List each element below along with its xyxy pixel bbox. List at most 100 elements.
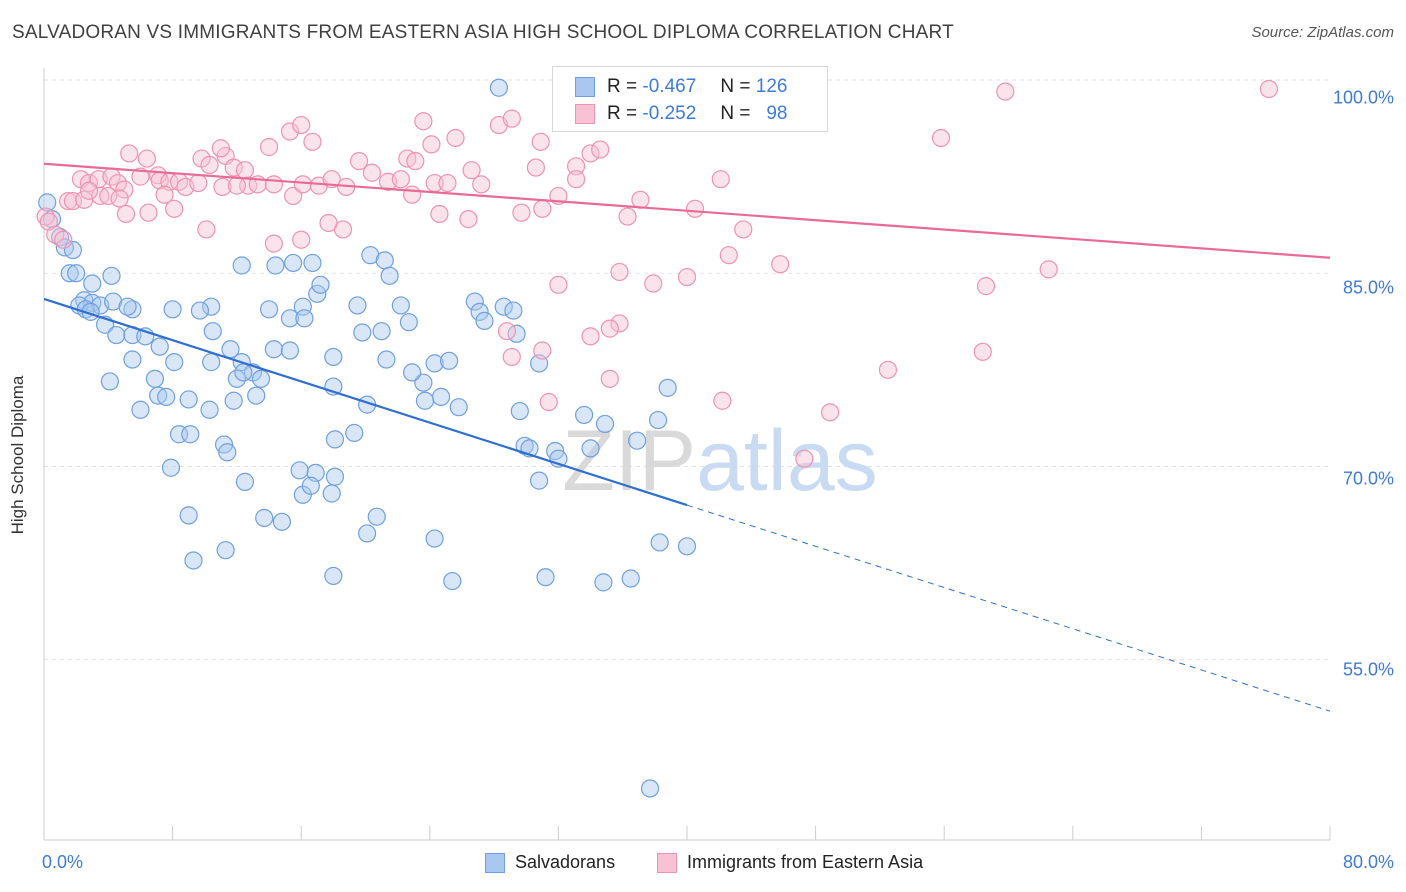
- axes: [43, 68, 1331, 841]
- salvadoran-point: [345, 423, 364, 443]
- salvadoran-point: [38, 193, 57, 212]
- eastern-asia-point: [165, 199, 184, 218]
- eastern-asia-point: [996, 82, 1015, 101]
- eastern-asia-point: [566, 170, 586, 189]
- salvadoran-point: [303, 253, 322, 273]
- legend-item-salvadorans[interactable]: Salvadorans: [485, 852, 615, 873]
- eastern-asia-point: [303, 132, 322, 151]
- salvadoran-point: [234, 363, 253, 382]
- eastern-asia-point: [211, 139, 230, 158]
- salvadoran-point: [280, 341, 300, 360]
- salvadoran-point: [414, 373, 433, 392]
- salvadoran-point: [377, 350, 396, 369]
- eastern-asia-point: [115, 180, 134, 199]
- eastern-asia-point: [734, 220, 753, 239]
- eastern-asia-point: [976, 277, 996, 296]
- eastern-asia-point: [713, 391, 732, 410]
- eastern-asia-point: [430, 204, 449, 224]
- salvadoran-point: [251, 369, 271, 388]
- eastern-asia-point: [533, 199, 552, 218]
- correlation-legend: R = -0.467 N = 126 R = -0.252 N = 98: [552, 66, 828, 132]
- salvadoran-point: [470, 302, 489, 321]
- eastern-asia-point: [549, 275, 568, 294]
- eastern-asia-point: [362, 163, 382, 182]
- salvadoran-point: [325, 467, 345, 486]
- r-value: -0.252: [642, 103, 697, 124]
- x-tick-label-min: 0.0%: [42, 852, 84, 872]
- eastern-asia-point: [502, 109, 521, 128]
- salvadoran-point: [165, 353, 184, 372]
- salvadoran-point: [353, 323, 372, 342]
- salvadoran-point: [280, 309, 300, 328]
- salvadoran-point: [190, 301, 210, 320]
- eastern-asia-point: [1039, 260, 1058, 279]
- eastern-asia-point: [719, 246, 738, 265]
- eastern-asia-point: [224, 158, 243, 177]
- salvadoran-point: [123, 300, 142, 319]
- salvadoran-point: [415, 391, 435, 410]
- salvadoran-point: [648, 410, 668, 430]
- eastern-asia-point: [284, 186, 303, 206]
- salvadoran-point: [594, 573, 613, 592]
- salvadoran-point: [575, 405, 594, 425]
- eastern-asia-point: [99, 186, 118, 206]
- eastern-asia-point: [403, 185, 422, 204]
- eastern-asia-point: [459, 210, 478, 229]
- eastern-asia-point: [75, 190, 94, 209]
- eastern-asia-point: [878, 360, 898, 379]
- salvadoran-point: [200, 400, 219, 419]
- n-label: N =: [720, 76, 751, 97]
- salvadoran-point: [431, 387, 451, 406]
- salvadoran-point: [264, 340, 283, 359]
- eastern-asia-point: [600, 369, 619, 388]
- salvadoran-point: [290, 461, 309, 480]
- salvadoran-point: [163, 300, 182, 319]
- eastern-asia-point: [189, 173, 208, 193]
- salvadoran-point: [293, 297, 312, 316]
- eastern-asia-point: [108, 173, 128, 193]
- n-label: N =: [720, 103, 751, 124]
- salvadoran-point: [677, 537, 697, 556]
- salvadoran-point: [218, 443, 237, 462]
- salvadoran-point: [581, 439, 600, 458]
- salvadoran-point: [50, 228, 70, 247]
- salvadoran-point: [348, 296, 367, 315]
- legend-swatch-blue: [575, 77, 595, 97]
- salvadoran-point: [247, 386, 266, 405]
- salvadoran-point: [510, 401, 529, 421]
- salvadoran-point: [181, 425, 200, 444]
- salvadoran-point: [202, 353, 221, 372]
- eastern-asia-point: [414, 112, 433, 131]
- y-tick-label: 100.0%: [1332, 87, 1394, 108]
- eastern-asia-point: [264, 234, 283, 253]
- eastern-asia-point: [820, 403, 840, 422]
- salvadoran-point: [403, 363, 422, 382]
- salvadoran-point: [102, 266, 121, 285]
- r-value: -0.467: [642, 76, 697, 97]
- eastern-asia-point: [259, 137, 279, 157]
- eastern-asia-trend-line: [43, 162, 1331, 259]
- eastern-asia-point: [422, 135, 441, 154]
- watermark-atlas: atlas: [696, 413, 878, 509]
- eastern-asia-point: [200, 155, 219, 175]
- salvadoran-point: [123, 350, 142, 369]
- eastern-asia-point: [931, 128, 951, 148]
- eastern-asia-point: [512, 203, 531, 222]
- eastern-asia-point: [292, 230, 311, 249]
- eastern-asia-point: [711, 170, 730, 189]
- y-tick-label: 85.0%: [1342, 277, 1394, 298]
- eastern-asia-point: [264, 175, 283, 194]
- eastern-asia-point: [137, 149, 156, 168]
- salvadoran-point: [494, 297, 513, 316]
- salvadoran-point: [367, 507, 386, 526]
- eastern-asia-point: [292, 115, 311, 135]
- eastern-asia-point: [79, 173, 99, 193]
- eastern-asia-point: [795, 449, 814, 468]
- salvadoran-point: [443, 571, 462, 591]
- eastern-asia-point: [631, 190, 650, 209]
- legend-item-eastern-asia[interactable]: Immigrants from Eastern Asia: [657, 852, 923, 873]
- trend-lines: [43, 162, 1331, 712]
- salvadoran-point: [179, 390, 198, 409]
- r-label: R =: [607, 103, 638, 124]
- salvadoran-point: [375, 251, 394, 270]
